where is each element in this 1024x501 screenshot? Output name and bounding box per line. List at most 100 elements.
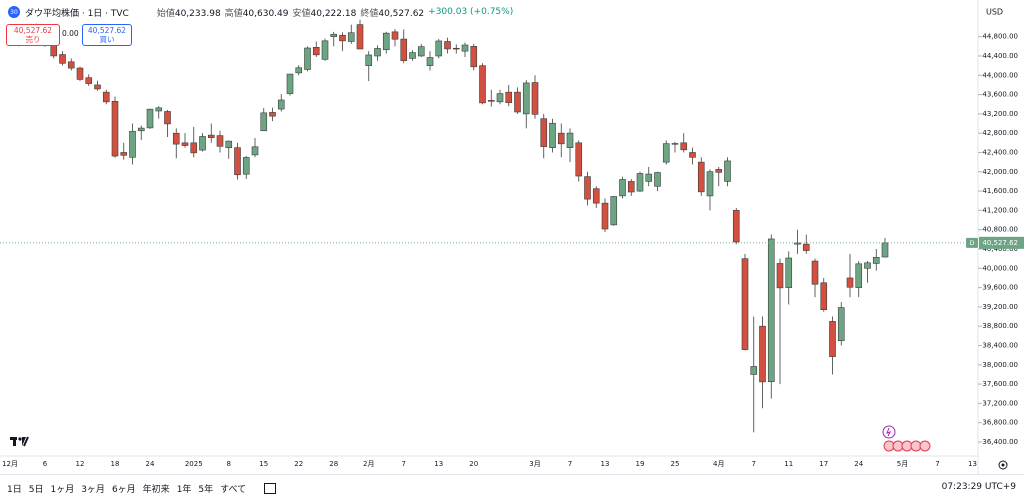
x-tick-label: 11 <box>784 460 793 468</box>
range-button[interactable]: 3ヶ月 <box>81 484 105 495</box>
candle-body <box>321 40 329 60</box>
y-tick-label: 41,200.00 <box>982 206 1018 214</box>
x-tick-label: 6 <box>43 460 48 468</box>
candle-body <box>864 262 871 269</box>
x-tick-label: 17 <box>819 460 828 468</box>
candle-body <box>286 73 294 94</box>
candle-body <box>190 142 198 154</box>
y-tick-label: 40,000.00 <box>982 264 1018 272</box>
y-tick-label: 44,000.00 <box>982 71 1018 79</box>
candle-body <box>715 169 723 173</box>
x-tick-label: 13 <box>434 460 443 468</box>
candle-body <box>260 112 268 132</box>
y-tick-label: 38,800.00 <box>982 322 1018 330</box>
y-tick-label: 43,200.00 <box>982 110 1018 118</box>
x-tick-label: 5月 <box>897 460 908 468</box>
candle-body <box>234 147 241 176</box>
candle-body <box>400 38 408 61</box>
candle-body <box>225 140 233 148</box>
x-tick-label: 19 <box>636 460 645 468</box>
candle-body <box>417 46 425 57</box>
x-tick-label: 25 <box>671 460 680 468</box>
candle-body <box>654 172 661 187</box>
candle-body <box>610 196 618 226</box>
range-button[interactable]: すべて <box>220 484 247 495</box>
candle-body <box>549 122 556 148</box>
clock[interactable]: 07:23:29 UTC+9 <box>941 482 1016 492</box>
x-tick-label: 15 <box>259 460 268 468</box>
candle-body <box>426 57 434 66</box>
y-tick-label: 39,200.00 <box>982 303 1018 311</box>
candle-body <box>811 260 819 285</box>
x-tick-label: 13 <box>968 460 977 468</box>
candle-body <box>356 24 364 50</box>
candle-body <box>470 46 478 68</box>
y-tick-label: 38,400.00 <box>982 341 1018 349</box>
candle-body <box>505 91 513 103</box>
candle-body <box>374 48 381 57</box>
candle-body <box>820 282 828 310</box>
candle-body <box>120 152 128 156</box>
range-button[interactable]: 年初来 <box>142 484 170 495</box>
candle-body <box>627 181 635 193</box>
settings-icon[interactable] <box>998 460 1008 470</box>
change: +300.03 (+0.75%) <box>428 7 514 17</box>
symbol-logo: 30 <box>8 6 20 18</box>
candle-body <box>846 277 854 288</box>
y-tick-label: 36,800.00 <box>982 419 1018 427</box>
y-tick-label: 43,600.00 <box>982 91 1018 99</box>
x-tick-label: 12月 <box>2 460 18 468</box>
candle-body <box>444 41 451 50</box>
toolbar: 1日 5日 1ヶ月 3ヶ月 6ヶ月 年初来 1年 5年 すべて 07:23:29 UTC+9 <box>0 474 1024 501</box>
candle-body <box>111 101 119 157</box>
candle-body <box>706 171 714 197</box>
candle-body <box>312 46 320 56</box>
candle-body <box>514 91 521 113</box>
y-tick-label: 40,800.00 <box>982 226 1018 234</box>
candle-body <box>584 176 591 200</box>
candle-body <box>566 132 574 148</box>
x-tick-label: 13 <box>601 460 610 468</box>
range-button[interactable]: 1ヶ月 <box>50 484 75 495</box>
x-tick-label: 3月 <box>529 460 540 468</box>
candle-body <box>50 44 58 57</box>
candle-body <box>295 67 303 74</box>
range-button[interactable]: 5年 <box>198 484 214 495</box>
candle-body <box>330 33 338 37</box>
chart: USD 36,400.00 36,800.00 37,200.00 37,600.00… <box>0 0 1024 474</box>
candle-body <box>102 91 110 103</box>
range-button[interactable]: 1年 <box>176 484 192 495</box>
candle-body <box>164 111 171 125</box>
sell-button[interactable]: 40,527.62 売り <box>6 24 60 46</box>
range-button[interactable]: 5日 <box>28 484 44 495</box>
candle-body <box>365 54 373 66</box>
candle-body <box>855 263 863 288</box>
candle-body <box>146 108 154 129</box>
candle-body <box>759 325 766 383</box>
range-button[interactable]: 6ヶ月 <box>111 484 136 495</box>
buy-button[interactable]: 40,527.62 買い <box>82 24 132 46</box>
candle-body <box>829 321 836 357</box>
y-tick-label: 42,400.00 <box>982 148 1018 156</box>
candle-body <box>802 243 810 251</box>
candle-body <box>391 31 399 40</box>
candle-body <box>785 257 793 288</box>
symbol[interactable]: ダウ平均株価 · 1日 · TVC <box>25 8 129 19</box>
event-icons <box>882 425 931 452</box>
candle-body <box>487 100 495 102</box>
ohlc-label: 安値 <box>292 8 311 19</box>
candle-body <box>461 44 469 52</box>
x-tick-label: 24 <box>146 460 155 468</box>
candle-body <box>339 34 346 42</box>
candle-body <box>85 77 93 84</box>
candle-body <box>724 160 731 182</box>
candle-body <box>531 82 539 115</box>
candle-body <box>592 188 600 204</box>
candle-body <box>619 179 626 197</box>
candle-body <box>452 47 460 50</box>
candle-body <box>242 157 250 175</box>
range-button[interactable]: 1日 <box>7 484 22 495</box>
date-range-icon[interactable] <box>264 482 277 494</box>
sell-label: 売り <box>25 35 41 44</box>
